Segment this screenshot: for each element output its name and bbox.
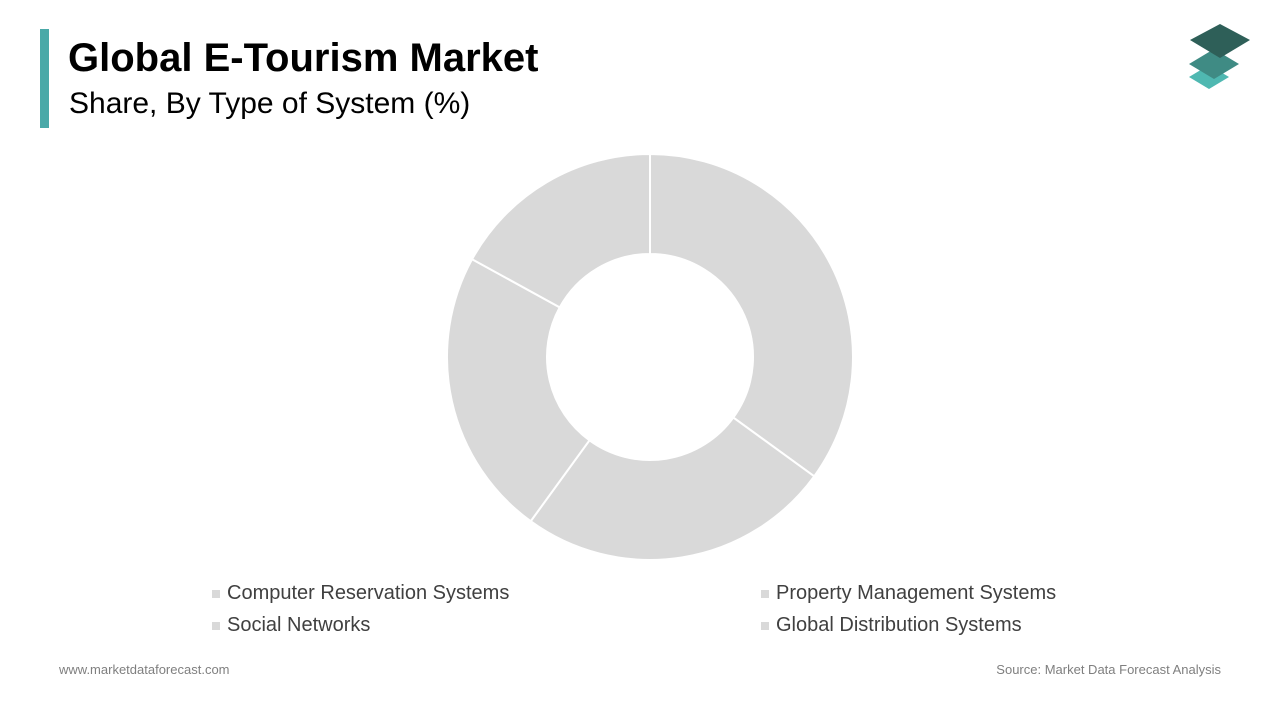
website-footer: www.marketdataforecast.com xyxy=(59,662,230,677)
source-footer: Source: Market Data Forecast Analysis xyxy=(996,662,1221,677)
logo-layer-top xyxy=(1190,24,1250,58)
legend-item: Computer Reservation Systems xyxy=(212,582,509,605)
page-subtitle: Share, By Type of System (%) xyxy=(69,87,471,120)
legend-item: Global Distribution Systems xyxy=(761,614,1022,637)
legend-swatch xyxy=(212,621,220,630)
legend-label: Computer Reservation Systems xyxy=(227,582,510,604)
legend-swatch xyxy=(212,589,220,598)
legend-item: Property Management Systems xyxy=(761,582,1056,605)
legend-swatch xyxy=(761,621,769,630)
legend-item: Social Networks xyxy=(212,614,370,637)
donut-slice-property-management-systems xyxy=(529,416,816,561)
donut-slices xyxy=(446,152,854,561)
legend-label: Global Distribution Systems xyxy=(776,614,1022,636)
legend-swatch xyxy=(761,589,769,598)
legend-label: Social Networks xyxy=(227,614,371,636)
legend-label: Property Management Systems xyxy=(776,582,1057,604)
donut-slice-computer-reservation-systems xyxy=(649,152,854,478)
donut-slice-social-networks xyxy=(446,257,591,523)
logo-layer-middle xyxy=(1189,49,1239,79)
donut-slice-global-distribution-systems xyxy=(470,152,651,309)
stacked-layers-icon xyxy=(1189,24,1250,89)
title-accent-bar xyxy=(40,29,49,128)
page-title: Global E-Tourism Market xyxy=(68,36,539,80)
